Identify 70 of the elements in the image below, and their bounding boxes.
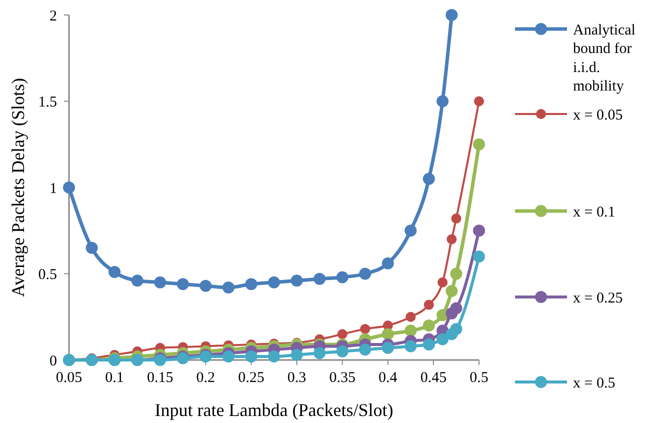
y-tick-label: 1.5 [38,94,57,110]
point [222,350,234,363]
point [406,312,416,322]
legend-label: x = 0.25 [573,290,623,306]
x-tick-label: 0.4 [378,370,398,386]
point [436,95,449,108]
point [404,340,417,352]
x-tick-label: 0.35 [329,370,356,386]
x-tick-label: 0.25 [238,370,264,386]
point [314,347,326,360]
point [450,302,462,314]
point [200,280,212,292]
point [314,272,326,285]
point [86,242,98,254]
point [245,278,258,290]
x-tick-label: 0.15 [146,370,174,386]
point [268,276,280,288]
point [382,257,394,270]
point [268,350,280,363]
point [446,234,457,244]
point [422,172,435,185]
point [404,324,417,337]
point [474,96,484,106]
legend-label: x = 0.05 [573,107,623,124]
point [176,278,189,290]
point [131,274,144,287]
point [290,348,303,361]
point [382,328,394,340]
y-tick-label: 0 [50,353,57,370]
point [436,333,449,346]
point [473,138,485,150]
point [63,182,75,194]
x-tick-label: 0.45 [420,370,447,386]
legend-label: Analytical bound for i.i.d. mobility [573,22,636,94]
legend-label: x = 0.1 [573,204,616,220]
point [450,268,462,280]
x-tick-label: 0.3 [287,370,306,386]
point [222,282,234,294]
point [336,271,348,284]
point [359,344,372,356]
x-tick-label: 0.05 [56,370,82,386]
point [422,320,435,332]
point [450,322,462,335]
point [336,345,348,358]
point [382,342,394,354]
x-tick-label: 0.2 [196,370,216,386]
point [245,350,258,363]
point [154,276,166,288]
point [404,224,417,237]
point [446,9,458,21]
legend-label: x = 0.5 [573,375,616,392]
point [451,214,462,224]
point [337,329,348,340]
point [422,338,435,350]
y-axis-title: Average Packets Delay (Slots) [8,78,28,298]
point [359,268,372,280]
point [473,224,485,237]
point [424,300,434,310]
y-tick-label: 1 [50,180,57,197]
point [360,324,370,334]
y-tick-label: 0.5 [38,267,57,283]
point [446,285,458,297]
x-tick-label: 0.5 [470,370,488,386]
point [473,250,485,262]
x-tick-label: 0.1 [105,370,124,386]
point [438,277,448,288]
x-axis-title: Input rate Lambda (Packets/Slot) [154,400,394,420]
point [290,274,303,287]
y-tick-label: 2 [50,8,57,24]
point [108,266,121,278]
